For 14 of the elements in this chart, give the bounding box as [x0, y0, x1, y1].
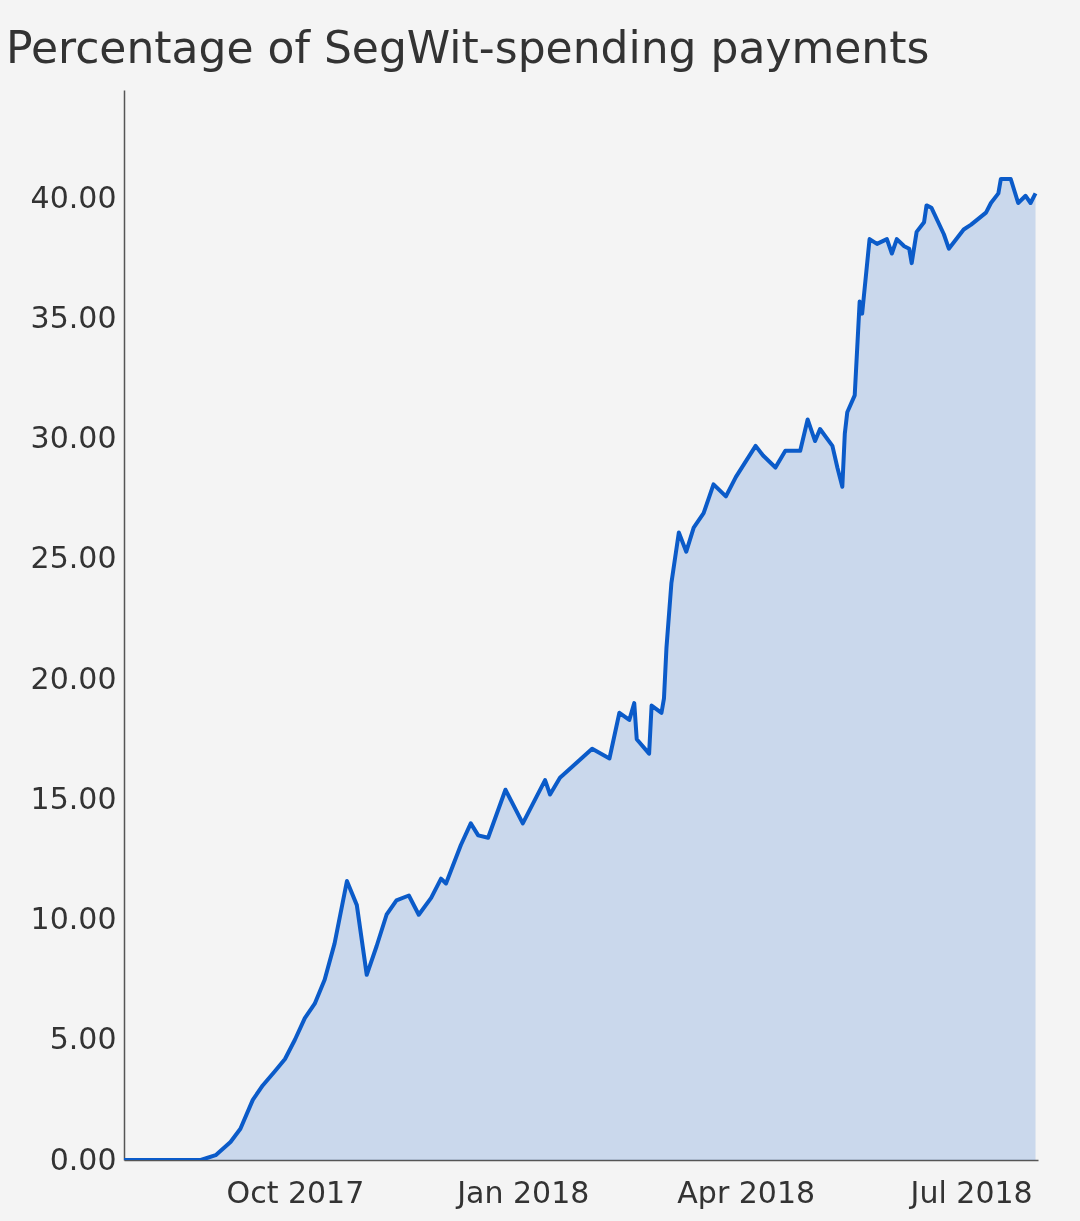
y-tick-label: 10.00: [30, 901, 117, 937]
x-tick-label: Apr 2018: [677, 1174, 816, 1210]
chart-title: Percentage of SegWit-spending payments: [6, 22, 930, 73]
x-tick-label: Jul 2018: [908, 1174, 1033, 1210]
x-tick-label: Oct 2017: [226, 1174, 365, 1210]
y-tick-label: 5.00: [49, 1021, 117, 1057]
y-tick-label: 20.00: [30, 660, 117, 696]
y-tick-label: 35.00: [30, 299, 117, 335]
y-tick-label: 15.00: [30, 780, 117, 816]
y-tick-label: 40.00: [30, 179, 117, 215]
x-tick-label: Jan 2018: [455, 1174, 590, 1210]
y-tick-label: 25.00: [30, 540, 117, 576]
y-tick-label: 0.00: [49, 1141, 117, 1177]
y-tick-label: 30.00: [30, 420, 117, 456]
